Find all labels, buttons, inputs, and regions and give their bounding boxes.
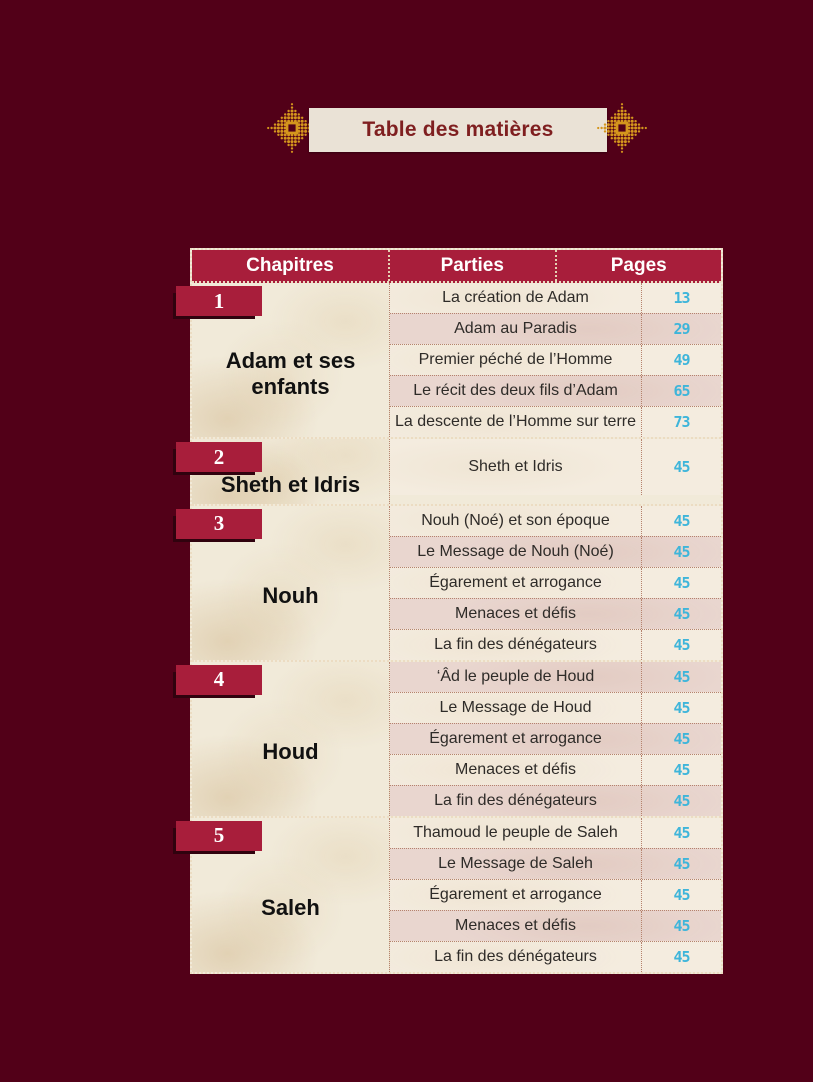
part-title: Égarement et arrogance (390, 879, 642, 910)
chapter-number-badge: 1 (176, 286, 262, 316)
page-number: 29 (673, 320, 690, 338)
toc-row: Le Message de Saleh 45 (390, 847, 721, 879)
page-number: 45 (673, 604, 690, 623)
part-title: Adam au Paradis (390, 314, 642, 344)
toc-header-row: Chapitres Parties Pages (192, 250, 721, 283)
part-title: Le Message de Saleh (390, 848, 642, 879)
chapter-section: 3 Nouh Nouh (Noé) et son époque 45 Le Me… (176, 503, 721, 660)
toc-row: Égarement et arrogance 45 (390, 722, 721, 754)
chapter-number-badge: 5 (176, 820, 262, 851)
toc-row: Adam au Paradis 29 (390, 313, 721, 344)
chapter-cell: 5 Saleh (176, 817, 390, 972)
page-number: 45 (673, 760, 690, 779)
part-title: Le Message de Nouh (Noé) (390, 536, 642, 567)
toc-row: Premier péché de l’Homme 49 (390, 344, 721, 375)
part-title: Thamoud le peuple de Saleh (390, 817, 642, 848)
page-number: 49 (673, 351, 690, 369)
toc-row: Thamoud le peuple de Saleh 45 (390, 817, 721, 848)
column-header-parties: Parties (390, 250, 557, 281)
toc-row: Le Message de Nouh (Noé) 45 (390, 535, 721, 567)
page-number: 45 (673, 511, 690, 530)
page-number: 45 (673, 823, 690, 842)
chapter-parts: Thamoud le peuple de Saleh 45 Le Message… (390, 817, 721, 972)
toc-row: La création de Adam 13 (390, 283, 721, 313)
toc-row: Égarement et arrogance 45 (390, 566, 721, 598)
chapter-parts: ‘Âd le peuple de Houd 45 Le Message de H… (390, 661, 721, 816)
chapter-number-badge: 2 (176, 442, 262, 472)
chapter-parts: Nouh (Noé) et son époque 45 Le Message d… (390, 505, 721, 660)
chapter-cell: 3 Nouh (176, 505, 390, 660)
part-title: ‘Âd le peuple de Houd (390, 661, 642, 692)
page-number: 45 (673, 573, 690, 592)
toc-table: Chapitres Parties Pages 1 Adam et ses en… (176, 248, 723, 974)
page-number: 45 (673, 698, 690, 717)
column-header-chapitres: Chapitres (192, 250, 390, 281)
chapter-title: Houd (262, 739, 319, 765)
chapter-number-badge: 3 (176, 508, 262, 539)
diamond-ornament-icon (597, 103, 647, 153)
page-number: 45 (673, 916, 690, 935)
page-number: 45 (673, 542, 690, 561)
toc-row: Le récit des deux fils d’Adam 65 (390, 375, 721, 406)
page-number: 45 (673, 458, 690, 476)
part-title: La fin des dénégateurs (390, 785, 642, 816)
chapter-cell: 1 Adam et ses enfants (176, 283, 390, 437)
chapter-number-badge: 4 (176, 664, 262, 695)
chapter-section: 2 Sheth et Idris Sheth et Idris 45 (176, 437, 721, 504)
toc-row: Nouh (Noé) et son époque 45 (390, 505, 721, 536)
part-title: La fin des dénégateurs (390, 941, 642, 972)
toc-row: La fin des dénégateurs 45 (390, 628, 721, 660)
part-title: Nouh (Noé) et son époque (390, 505, 642, 536)
page-number: 13 (673, 289, 690, 307)
part-title: La fin des dénégateurs (390, 629, 642, 660)
chapter-cell: 4 Houd (176, 661, 390, 816)
part-title: La création de Adam (390, 283, 642, 313)
chapter-title: Sheth et Idris (220, 472, 361, 497)
toc-row: Sheth et Idris 45 (390, 439, 721, 495)
page-title: Table des matières (362, 118, 554, 141)
part-title: Le récit des deux fils d’Adam (390, 376, 642, 406)
page-number: 45 (673, 729, 690, 748)
chapter-parts: Sheth et Idris 45 (390, 439, 721, 504)
toc-row: ‘Âd le peuple de Houd 45 (390, 661, 721, 692)
chapter-section: 1 Adam et ses enfants La création de Ada… (176, 283, 721, 437)
part-title: Sheth et Idris (390, 439, 642, 495)
page-number: 73 (673, 413, 690, 431)
chapter-parts: La création de Adam 13 Adam au Paradis 2… (390, 283, 721, 437)
page-number: 45 (673, 947, 690, 966)
toc-row: Le Message de Houd 45 (390, 691, 721, 723)
part-title: Premier péché de l’Homme (390, 345, 642, 375)
toc-row: Menaces et défis 45 (390, 753, 721, 785)
column-header-pages: Pages (610, 254, 667, 276)
chapter-section: 4 Houd ‘Âd le peuple de Houd 45 Le Messa… (176, 659, 721, 816)
toc-body: 1 Adam et ses enfants La création de Ada… (176, 283, 721, 972)
part-title: Le Message de Houd (390, 692, 642, 723)
part-title: La descente de l’Homme sur terre (390, 407, 642, 437)
part-title: Menaces et défis (390, 910, 642, 941)
title-banner: Table des matières (309, 108, 607, 152)
toc-row: La fin des dénégateurs 45 (390, 940, 721, 972)
toc-row: Menaces et défis 45 (390, 597, 721, 629)
page-number: 45 (673, 885, 690, 904)
chapter-title: Nouh (262, 583, 319, 609)
page-number: 45 (673, 854, 690, 873)
part-title: Menaces et défis (390, 598, 642, 629)
toc-row: Égarement et arrogance 45 (390, 878, 721, 910)
toc-row: La fin des dénégateurs 45 (390, 784, 721, 816)
chapter-cell: 2 Sheth et Idris (176, 439, 390, 504)
page-number: 45 (673, 667, 690, 686)
toc-row: La descente de l’Homme sur terre 73 (390, 406, 721, 437)
part-title: Égarement et arrogance (390, 723, 642, 754)
chapter-section: 5 Saleh Thamoud le peuple de Saleh 45 Le… (176, 815, 721, 972)
page-number: 65 (673, 382, 690, 400)
page-number: 45 (673, 791, 690, 810)
chapter-title: Saleh (261, 895, 320, 921)
part-title: Menaces et défis (390, 754, 642, 785)
page-number: 45 (673, 635, 690, 654)
toc-row: Menaces et défis 45 (390, 909, 721, 941)
part-title: Égarement et arrogance (390, 567, 642, 598)
chapter-title: Adam et ses enfants (225, 347, 356, 399)
